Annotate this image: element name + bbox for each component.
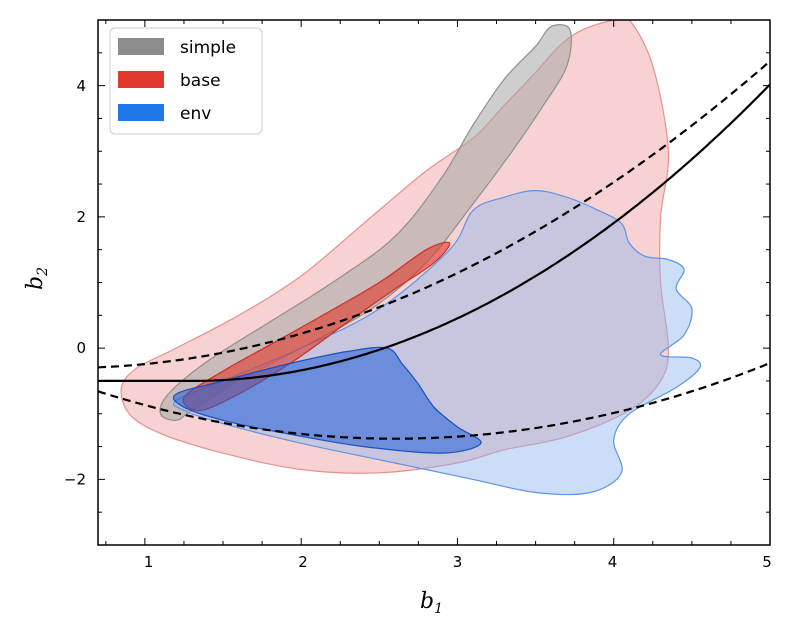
contour-layer [120, 20, 702, 496]
x-tick-label: 2 [298, 553, 308, 571]
curve-layer [98, 60, 770, 440]
y-tick-label: −2 [64, 471, 86, 489]
x-tick-label: 1 [144, 553, 154, 571]
center-curve [98, 83, 770, 382]
y-tick-label: 2 [76, 208, 86, 226]
legend: simple base env [109, 27, 263, 135]
legend-swatch-simple [118, 38, 164, 55]
legend-swatch-env [118, 104, 164, 121]
lower-dashed-curve [98, 362, 770, 440]
y-tick-label: 0 [76, 339, 86, 357]
x-tick-label: 4 [608, 553, 618, 571]
x-tick-label: 5 [762, 553, 772, 571]
legend-swatch-base [118, 71, 164, 88]
tick-layer [98, 19, 771, 546]
legend-label-base: base [180, 71, 221, 91]
y-tick-label: 4 [76, 77, 86, 95]
x-tick-label: 3 [453, 553, 463, 571]
y-axis-label: b2 [23, 267, 51, 290]
x-axis-label: b1 [420, 589, 443, 617]
legend-label-simple: simple [180, 38, 236, 58]
legend-label-env: env [180, 104, 211, 124]
